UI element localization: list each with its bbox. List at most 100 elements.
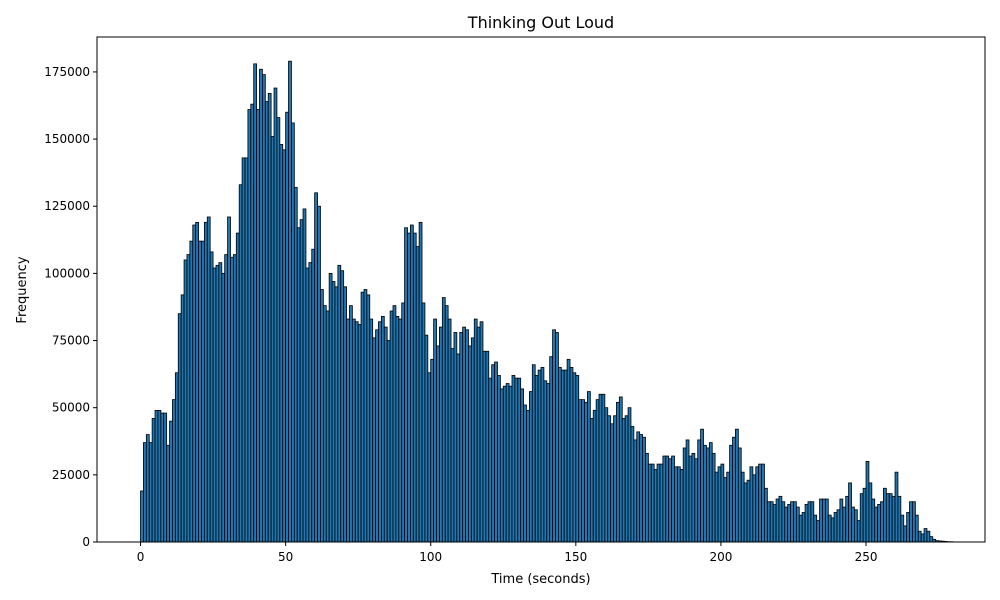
histogram-bar — [314, 192, 318, 543]
histogram-bar — [444, 305, 449, 543]
histogram-bar — [764, 487, 768, 543]
histogram-bar — [401, 302, 406, 543]
histogram-bar — [157, 409, 162, 543]
histogram-bar — [476, 326, 481, 543]
histogram-bar — [189, 240, 194, 543]
histogram-bar — [328, 272, 333, 543]
histogram-bar — [888, 493, 893, 543]
histogram-bar — [636, 431, 641, 543]
histogram-bar — [761, 463, 765, 543]
histogram-bar — [320, 289, 324, 543]
chart-title: Thinking Out Loud — [467, 13, 614, 32]
histogram-bar — [293, 187, 298, 543]
histogram-bar — [674, 466, 678, 543]
histogram-bar — [380, 315, 385, 543]
histogram-bar — [479, 321, 484, 543]
histogram-bar — [894, 471, 899, 543]
histogram-bar — [276, 117, 281, 543]
histogram-bar — [465, 329, 469, 543]
histogram-bar — [842, 506, 847, 543]
histogram-bar — [795, 506, 800, 543]
x-axis: 0 50 100 150 200 250 — [137, 542, 877, 564]
histogram-bar — [569, 366, 574, 543]
histogram-bar — [212, 267, 217, 543]
histogram-bar — [917, 530, 922, 543]
histogram-bar — [827, 514, 832, 543]
histogram-bar — [415, 246, 420, 543]
x-axis-label: Time (seconds) — [490, 572, 590, 587]
histogram-bar — [813, 514, 818, 543]
histogram-bar — [598, 393, 603, 543]
histogram-bar — [325, 310, 330, 543]
histogram-bar — [148, 442, 153, 543]
histogram-bar — [517, 377, 522, 543]
histogram-bar — [859, 493, 864, 543]
histogram-bar — [282, 149, 287, 543]
histogram-bar — [639, 434, 643, 543]
y-tick-label: 50000 — [52, 401, 90, 415]
histogram-bar — [758, 463, 762, 543]
histogram-bar — [410, 224, 414, 543]
histogram-bar — [630, 426, 635, 543]
histogram-bar — [395, 315, 400, 543]
histogram-bar — [311, 248, 316, 543]
histogram-bar — [552, 329, 556, 543]
histogram-bar — [534, 375, 539, 543]
histogram-bar — [453, 332, 458, 543]
histogram-bar — [865, 461, 870, 543]
histogram-bar — [656, 463, 661, 543]
histogram-bar — [807, 501, 812, 543]
histogram-bar — [145, 434, 150, 543]
histogram-bar — [726, 471, 731, 543]
histogram-bar — [688, 455, 693, 543]
histogram-bar — [653, 469, 658, 543]
histogram-bar — [877, 503, 881, 543]
histogram-bar — [775, 498, 780, 543]
histogram-bar — [357, 324, 362, 543]
histogram-bar — [723, 477, 728, 543]
histogram-bar — [694, 458, 699, 543]
histogram-bar — [560, 369, 565, 543]
histogram-bar — [427, 372, 432, 543]
histogram-bar — [346, 318, 350, 543]
histogram-bar — [430, 358, 435, 543]
histogram-bar — [224, 254, 228, 543]
histogram-bar — [389, 310, 394, 543]
y-axis: 0 25000 50000 75000 100000 125000 150000 175000 — [44, 65, 97, 549]
histogram-bar — [526, 409, 530, 543]
y-tick-label: 100000 — [44, 266, 90, 280]
histogram-bar — [740, 471, 745, 543]
y-tick-label: 175000 — [44, 65, 90, 79]
y-tick-label: 150000 — [44, 132, 90, 146]
histogram-bar — [587, 391, 591, 543]
histogram-bar — [398, 318, 403, 543]
histogram-bar — [334, 286, 339, 543]
histogram-bar — [851, 506, 855, 543]
histogram-bar — [589, 418, 594, 543]
histogram-bar — [273, 87, 278, 543]
histogram-bar — [247, 109, 252, 543]
histogram-bar — [555, 332, 559, 543]
histogram-bar — [897, 495, 902, 543]
histogram-bar — [195, 221, 199, 543]
histogram-bar — [514, 377, 519, 543]
histogram-bar — [291, 122, 295, 543]
histogram-bar — [912, 501, 916, 543]
histogram-bar — [491, 364, 495, 543]
y-axis-label: Frequency — [15, 256, 30, 323]
histogram-bar — [322, 305, 327, 543]
histogram-bar — [798, 514, 803, 543]
histogram-bar — [256, 109, 260, 543]
histogram-bar — [784, 506, 789, 543]
y-tick-label: 0 — [82, 535, 90, 549]
histogram-bar — [671, 455, 675, 543]
histogram-bar — [351, 318, 356, 543]
histogram-bar — [485, 350, 490, 543]
histogram-bar — [169, 420, 173, 543]
histogram-bar — [267, 93, 272, 543]
histogram-bar — [793, 501, 797, 543]
histogram-bar — [378, 321, 382, 543]
histogram-bar — [363, 289, 368, 543]
histogram-bar — [714, 471, 719, 543]
histogram-bar — [883, 487, 887, 543]
